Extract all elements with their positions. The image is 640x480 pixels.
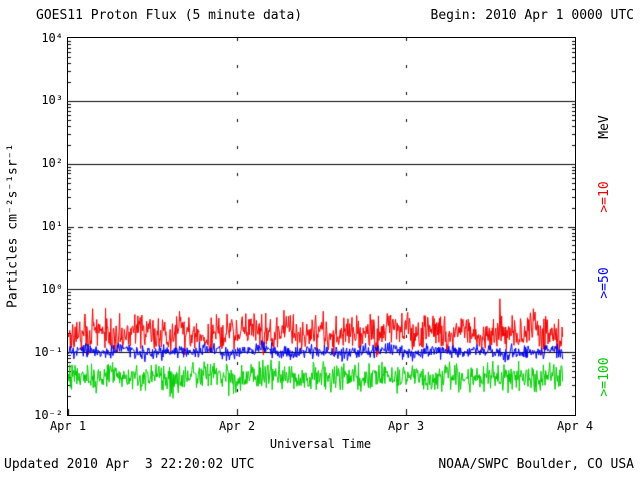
y-tick-label: 10¹ (41, 219, 63, 233)
x-tick-label: Apr 4 (556, 419, 594, 433)
x-tick-label: Apr 2 (218, 419, 256, 433)
y-tick-label: 10² (41, 156, 63, 171)
y-tick-label: 10⁴ (41, 30, 63, 45)
legend-entry-label: >=10 (597, 181, 612, 213)
right-axis-unit-label: MeV (597, 115, 612, 139)
y-tick-label: 10⁻¹ (34, 344, 63, 359)
legend-entry-label: >=100 (597, 357, 612, 397)
y-tick-label: 10⁰ (41, 281, 63, 296)
proton-flux-plot-canvas (68, 38, 575, 415)
plot-area (67, 37, 576, 416)
updated-timestamp: Updated 2010 Apr 3 22:20:02 UTC (4, 457, 255, 472)
y-tick-label: 10⁻² (34, 407, 63, 422)
legend-entry-label: >=50 (597, 267, 612, 299)
source-label: NOAA/SWPC Boulder, CO USA (438, 457, 634, 472)
y-tick-label: 10³ (41, 93, 63, 108)
x-tick-label: Apr 3 (387, 419, 425, 433)
begin-time-label: Begin: 2010 Apr 1 0000 UTC (430, 8, 635, 23)
x-tick-label: Apr 1 (49, 419, 87, 433)
x-axis-label: Universal Time (269, 437, 372, 451)
chart-title: GOES11 Proton Flux (5 minute data) (36, 8, 303, 23)
